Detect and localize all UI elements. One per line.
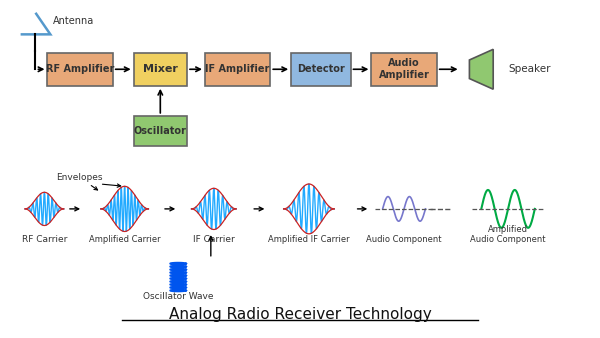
Text: RF Carrier: RF Carrier [22,235,67,244]
Text: Oscillator: Oscillator [134,126,187,136]
FancyBboxPatch shape [291,53,350,86]
Text: Amplified
Audio Component: Amplified Audio Component [470,225,546,244]
Text: Amplified IF Carrier: Amplified IF Carrier [268,235,350,244]
FancyBboxPatch shape [371,53,437,86]
Text: IF Carrier: IF Carrier [193,235,235,244]
FancyBboxPatch shape [134,116,187,146]
Text: Audio Component: Audio Component [366,235,442,244]
Text: RF Amplifier: RF Amplifier [46,64,114,74]
Text: Antenna: Antenna [53,16,95,26]
Text: Amplified Carrier: Amplified Carrier [89,235,160,244]
FancyBboxPatch shape [134,53,187,86]
Polygon shape [469,49,493,89]
FancyBboxPatch shape [205,53,270,86]
Text: Detector: Detector [297,64,344,74]
Text: Speaker: Speaker [508,64,551,74]
Text: Oscillator Wave: Oscillator Wave [143,292,214,301]
Text: Analog Radio Receiver Technology: Analog Radio Receiver Technology [169,307,431,322]
Text: IF Amplifier: IF Amplifier [205,64,270,74]
Text: Audio
Amplifier: Audio Amplifier [379,58,430,80]
FancyBboxPatch shape [47,53,113,86]
Text: Envelopes: Envelopes [56,173,103,182]
Text: Mixer: Mixer [143,64,178,74]
